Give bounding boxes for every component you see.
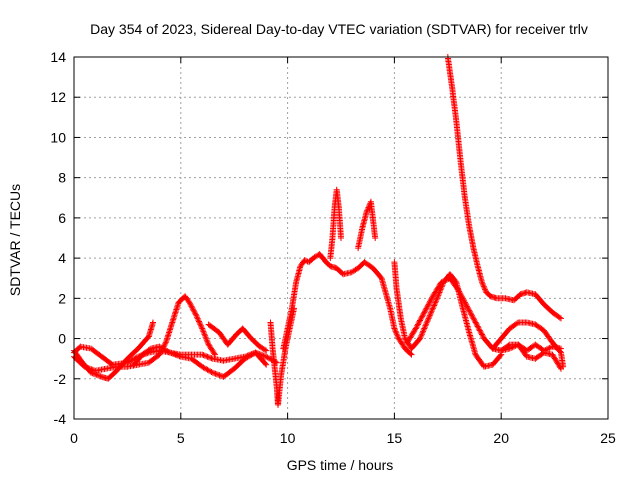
series-prn-e: [205, 321, 270, 354]
y-tick-label: 12: [50, 89, 66, 105]
series-prn-i: [355, 198, 379, 252]
data-point-markers: [489, 319, 567, 370]
data-point-markers: [327, 186, 344, 262]
series-prn-g: [280, 251, 415, 358]
series-prn-d: [130, 343, 270, 380]
plot-frame: [73, 56, 609, 420]
y-tick-label: -2: [54, 371, 67, 387]
axis-ticks: 0 5 10 15 20 25 -4 -2 0 2 4 6 8 10 12 14: [50, 49, 616, 446]
x-tick-label: 25: [600, 430, 616, 446]
x-tick-label: 15: [387, 430, 403, 446]
x-tick-label: 10: [280, 430, 296, 446]
x-tick-label: 20: [493, 430, 509, 446]
data-point-markers: [280, 251, 415, 358]
y-tick-label: 4: [58, 250, 66, 266]
data-point-markers: [205, 321, 270, 354]
chart-title: Day 354 of 2023, Sidereal Day-to-day VTE…: [90, 21, 588, 37]
x-tick-label: 5: [177, 430, 185, 446]
y-axis-label: SDTVAR / TECUs: [7, 184, 23, 296]
series-prn-m: [489, 319, 567, 370]
y-tick-label: 10: [50, 129, 66, 145]
y-tick-label: 2: [58, 290, 66, 306]
y-tick-label: 0: [58, 331, 66, 347]
y-tick-label: 6: [58, 210, 66, 226]
series-prn-h: [327, 186, 344, 262]
series-prn-n: [498, 341, 564, 372]
data-point-markers: [498, 341, 564, 372]
y-tick-label: 8: [58, 170, 66, 186]
y-tick-label: -4: [54, 411, 67, 427]
grid: [74, 57, 608, 419]
x-tick-label: 0: [70, 430, 78, 446]
data-point-markers: [130, 343, 270, 380]
x-axis-label: GPS time / hours: [287, 457, 394, 473]
y-tick-label: 14: [50, 49, 66, 65]
data-point-markers: [355, 198, 379, 252]
